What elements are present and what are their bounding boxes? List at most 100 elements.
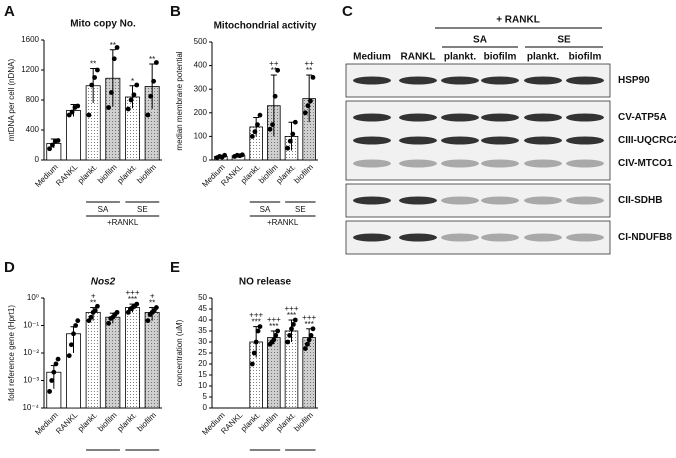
data-point (128, 97, 134, 103)
blot-band (353, 136, 391, 145)
blot-band (481, 196, 519, 205)
data-point (249, 134, 255, 139)
blot-band (399, 76, 437, 85)
data-point (302, 110, 308, 116)
data-point (310, 75, 316, 80)
blot-band (524, 113, 562, 122)
y-tick-label: 0 (203, 403, 208, 412)
significance: ** (110, 41, 116, 50)
y-tick-label: 10⁻³ (23, 376, 39, 385)
blot-band (524, 233, 562, 242)
blot-band (566, 113, 604, 122)
blot-band (399, 159, 437, 168)
y-tick-label: 20 (198, 359, 207, 368)
data-point (111, 56, 117, 62)
y-tick-label: 1600 (21, 35, 39, 44)
chart-title: NO release (239, 277, 292, 288)
blot-band (566, 136, 604, 145)
data-point (89, 82, 95, 88)
data-point (292, 119, 298, 125)
protein-label: CV-ATP5A (618, 112, 667, 123)
x-tick-label: biofilm (292, 162, 315, 185)
data-point (145, 112, 151, 118)
data-point (125, 309, 131, 315)
significance: ** (271, 66, 277, 75)
blot-band (441, 76, 479, 85)
data-point (68, 342, 74, 348)
data-point (285, 145, 291, 151)
data-point (131, 92, 137, 98)
panel-letter: A (4, 3, 15, 20)
data-point (145, 318, 151, 324)
data-point (310, 326, 316, 332)
bar (125, 307, 140, 409)
y-axis-label: mtDNA per cell (nDNA) (7, 59, 16, 142)
y-tick-label: 0 (35, 155, 40, 164)
data-point (114, 309, 120, 315)
blot-band (481, 113, 519, 122)
data-point (95, 67, 100, 73)
data-point (114, 45, 120, 50)
blot-band (524, 76, 562, 85)
data-point (109, 90, 114, 95)
significance: *** (287, 311, 296, 320)
group-label: SE (137, 205, 148, 214)
y-tick-label: 10⁻¹ (23, 321, 39, 330)
data-point (86, 112, 92, 118)
data-point (154, 305, 159, 310)
blot-band (481, 233, 519, 242)
y-tick-label: 5 (203, 392, 208, 401)
data-point (71, 331, 76, 337)
data-point (69, 109, 75, 115)
y-tick-label: 10 (198, 381, 207, 390)
data-point (308, 98, 313, 104)
group-label: +RANKL (267, 218, 299, 227)
blot-band (524, 159, 562, 168)
x-tick-label: RANKL (54, 410, 80, 436)
y-tick-label: 400 (194, 61, 208, 70)
significance: *** (251, 318, 260, 327)
data-point (304, 341, 310, 347)
data-point (125, 106, 131, 112)
blot-band (524, 136, 562, 145)
blot-band (353, 76, 391, 85)
lane-label: Medium (353, 52, 391, 63)
data-point (289, 326, 294, 332)
data-point (106, 105, 111, 110)
data-point (134, 82, 140, 88)
y-tick-label: 10⁻⁴ (22, 403, 39, 412)
data-point (75, 318, 81, 324)
panel-letter: E (170, 259, 180, 276)
group-label: SE (295, 205, 306, 214)
data-point (49, 378, 55, 383)
x-tick-label: plankt. (239, 163, 262, 186)
data-point (95, 303, 100, 309)
x-tick-label: biofilm (96, 162, 119, 185)
x-tick-label: biofilm (96, 410, 119, 433)
y-axis-label: concentration (uM) (175, 319, 184, 386)
group-label: +RANKL (107, 218, 139, 227)
data-point (55, 138, 61, 143)
data-point (50, 142, 55, 148)
data-point (251, 350, 257, 356)
data-point (287, 333, 292, 338)
panel-letter: D (4, 259, 15, 276)
y-tick-label: 25 (198, 348, 207, 357)
lane-label: biofilm (569, 52, 602, 63)
significance: ++ (304, 59, 314, 68)
protein-label: CIII-UQCRC2 (618, 135, 676, 146)
y-tick-label: 10⁰ (27, 293, 39, 302)
x-tick-label: plankt. (76, 411, 99, 434)
y-axis-label: fold reference gene (Hprt1) (7, 305, 16, 401)
y-tick-label: 300 (194, 84, 208, 93)
y-tick-label: 45 (198, 304, 207, 313)
significance: +++ (267, 315, 281, 324)
significance: +++ (249, 311, 263, 320)
significance: + (150, 292, 155, 301)
significance: ** (306, 66, 312, 75)
data-point (305, 103, 311, 109)
x-tick-label: plankt. (115, 411, 138, 434)
x-tick-label: plankt. (274, 163, 297, 186)
x-tick-label: biofilm (292, 410, 315, 433)
data-point (287, 138, 293, 144)
